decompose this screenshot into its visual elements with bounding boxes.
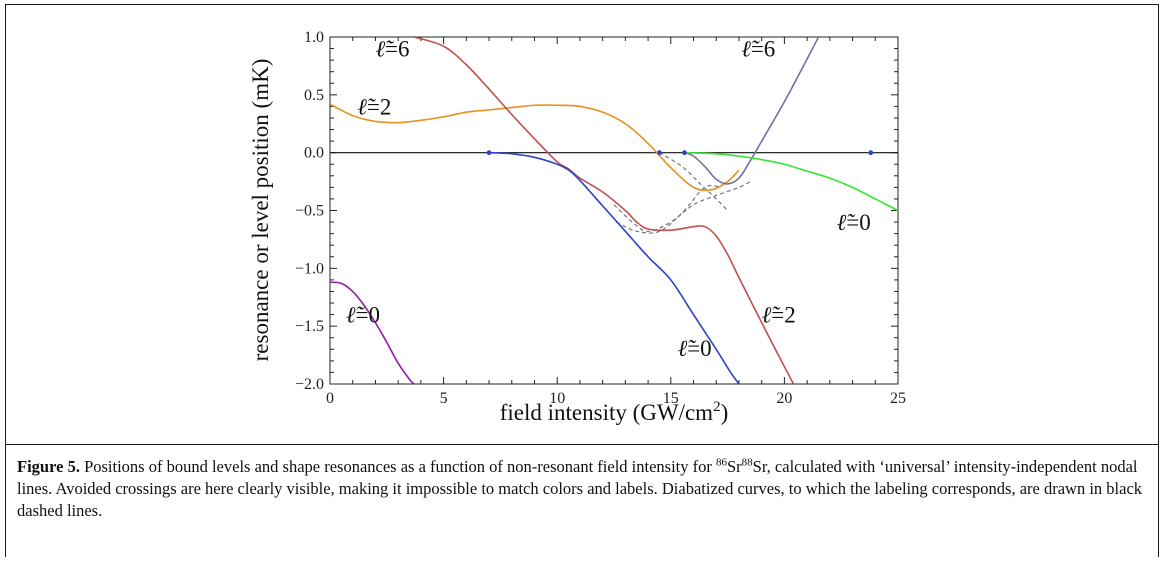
frame-left-border (5, 4, 6, 557)
series-line-1 (330, 103, 740, 192)
x-tick-label: 5 (440, 390, 448, 407)
x-tick-label: 25 (890, 390, 906, 407)
axis-ticks: 0 5 10 15 20 25 1.0 0.5 0.0 −0.5 −1.0 −1.5 −2.0 (295, 29, 906, 407)
resonance-chart: 0 5 10 15 20 25 1.0 0.5 0.0 −0.5 −1.0 −1.5 −2.0 ℓ̃=2… (248, 29, 906, 425)
series-line-5 (684, 151, 898, 212)
series-line-6 (330, 281, 415, 384)
curve-label-2: ℓ̃=6 (375, 37, 409, 62)
curve-label-value: =0 (687, 336, 711, 361)
diabatic-dashed-line-2 (616, 184, 721, 234)
curve-label-value: =0 (355, 303, 379, 328)
series-layer (330, 37, 898, 384)
y-tick-label: −2.0 (295, 376, 324, 393)
series-line-2 (413, 37, 795, 384)
caption-text-segment: Sr (726, 457, 742, 476)
y-axis-title: resonance or level position (mK) (248, 59, 273, 362)
x-axis-title-sup: 2 (713, 399, 721, 415)
frame-right-border (1158, 4, 1159, 557)
curve-label-value: =2 (367, 94, 391, 119)
curve-label-5: ℓ̃=0 (346, 303, 380, 328)
x-axis-title-text: field intensity (GW/cm (500, 400, 713, 425)
series-line-4 (684, 37, 820, 185)
y-tick-label: 0.0 (304, 145, 324, 162)
curve-label-4: ℓ̃=0 (837, 210, 871, 235)
plot-area-frame (329, 36, 899, 385)
caption-divider (5, 444, 1159, 445)
curve-label-value: =6 (751, 37, 775, 62)
curve-label-1: ℓ̃=2 (357, 94, 391, 119)
caption-superscript: 86 (715, 456, 727, 469)
x-tick-label: 10 (549, 390, 565, 407)
threshold-point (868, 150, 874, 156)
caption-label: Figure 5. (17, 457, 80, 476)
x-tick-label: 15 (663, 390, 679, 407)
x-tick-label: 0 (326, 390, 334, 407)
threshold-point (682, 150, 687, 156)
caption-text: Positions of bound levels and shape reso… (17, 457, 1142, 520)
curve-label-value: =2 (771, 303, 795, 328)
x-tick-label: 20 (776, 390, 792, 407)
curve-label-3: ℓ̃=6 (741, 37, 775, 62)
curve-label-value: =0 (846, 210, 870, 235)
y-tick-label: 1.0 (304, 29, 324, 46)
y-tick-label: −1.5 (295, 318, 324, 335)
y-tick-label: −1.0 (295, 260, 324, 277)
curve-label-6: ℓ̃=2 (762, 303, 796, 328)
curve-label-value: =6 (385, 37, 409, 62)
diabatic-dashed-line-3 (659, 152, 729, 211)
x-axis-title-close: ) (721, 400, 729, 425)
figure-caption: Figure 5. Positions of bound levels and … (17, 456, 1151, 522)
y-tick-label: 0.5 (304, 87, 324, 104)
caption-text-segment: Positions of bound levels and shape reso… (79, 457, 716, 476)
diabatic-dashed-line-1 (613, 181, 751, 232)
curve-label-7: ℓ̃=0 (678, 336, 712, 361)
series-line-3 (489, 151, 740, 384)
threshold-point (657, 150, 662, 156)
curve-label-layer: ℓ̃=2 ℓ̃=6 ℓ̃=6 ℓ̃=0 ℓ̃=0 ℓ̃=2 ℓ̃=0 (346, 37, 871, 362)
threshold-point (486, 150, 492, 156)
caption-superscript: 88 (741, 456, 753, 469)
y-tick-label: −0.5 (295, 203, 324, 220)
caption-text-segment: Sr, calculated with ‘universal’ intensit… (17, 457, 1143, 520)
frame-top-border (5, 4, 1159, 5)
x-axis-title: field intensity (GW/cm2) (500, 399, 729, 425)
